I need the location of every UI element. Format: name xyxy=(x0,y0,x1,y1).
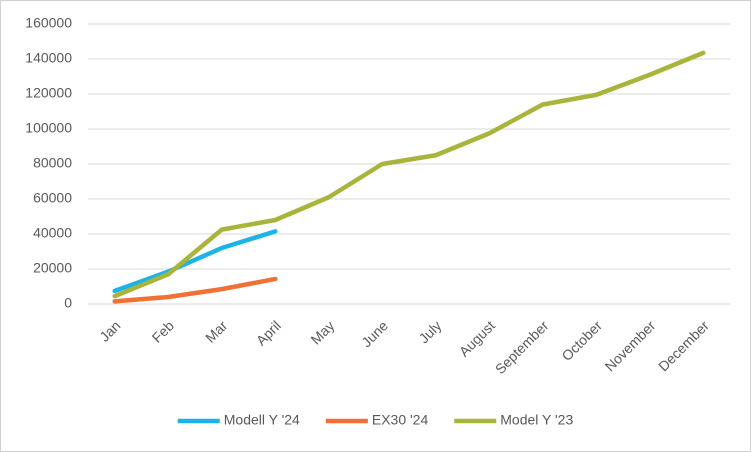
y-tick-label: 80000 xyxy=(33,155,72,171)
y-tick-label: 0 xyxy=(64,295,72,311)
y-tick-label: 40000 xyxy=(33,225,72,241)
y-tick-label: 140000 xyxy=(25,50,72,66)
y-tick-label: 160000 xyxy=(25,15,72,31)
series-line xyxy=(112,229,278,294)
y-tick-label: 20000 xyxy=(33,260,72,276)
y-tick-label: 120000 xyxy=(25,85,72,101)
series-line xyxy=(112,50,706,299)
y-tick-label: 60000 xyxy=(33,190,72,206)
legend: Modell Y '24 EX30 '24 Model Y '23 xyxy=(177,412,573,428)
legend-label: Modell Y '24 xyxy=(224,412,300,428)
legend-label: Model Y '23 xyxy=(500,412,573,428)
y-tick-label: 100000 xyxy=(25,120,72,136)
series-line xyxy=(112,276,278,304)
legend-label: EX30 '24 xyxy=(372,412,429,428)
